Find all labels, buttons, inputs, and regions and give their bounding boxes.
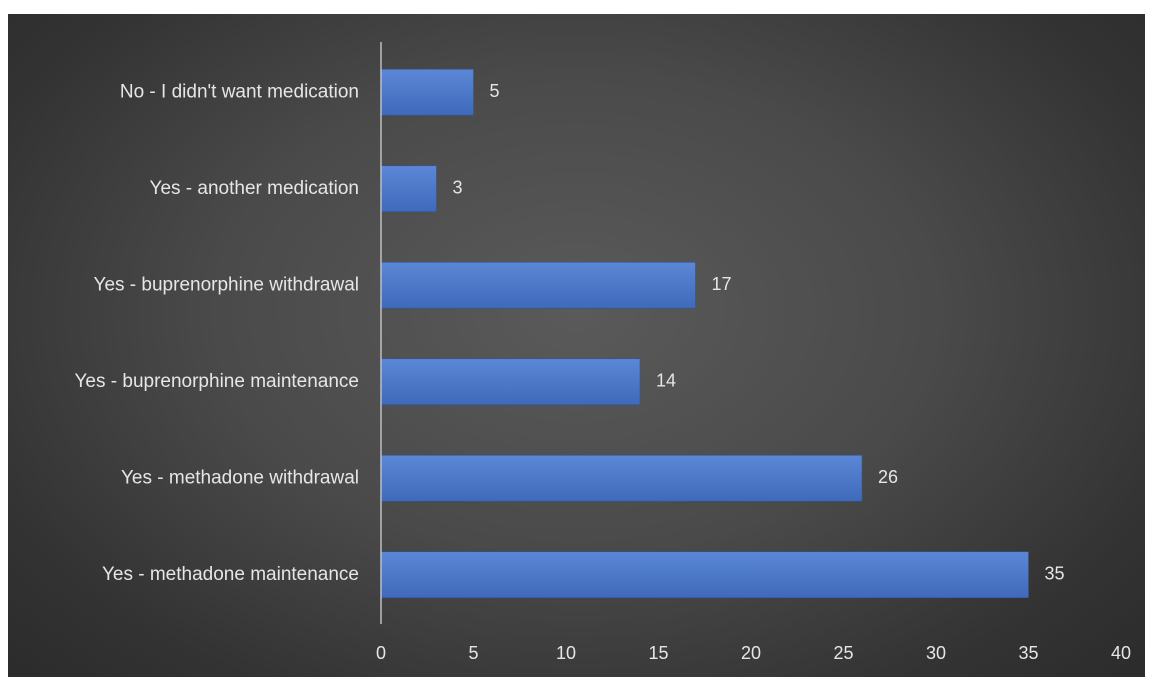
- data-label: 3: [453, 178, 463, 198]
- bars-group: [380, 68, 1029, 599]
- x-tick-label: 20: [741, 643, 761, 663]
- x-tick-label: 35: [1018, 643, 1038, 663]
- x-axis-ticks-group: 0 5 10 15 20 25 30 35 40: [376, 643, 1131, 663]
- chart-area: No - I didn't want medication Yes - anoth…: [8, 14, 1145, 677]
- category-label: Yes - another medication: [150, 178, 359, 199]
- x-tick-label: 30: [926, 643, 946, 663]
- bar: [380, 551, 1029, 599]
- bar: [380, 261, 696, 309]
- category-label: Yes - methadone withdrawal: [121, 467, 359, 488]
- x-tick-label: 15: [648, 643, 668, 663]
- bar: [380, 454, 863, 502]
- x-tick-label: 10: [556, 643, 576, 663]
- bar: [380, 165, 437, 213]
- bar: [380, 68, 474, 116]
- category-label: Yes - buprenorphine maintenance: [75, 371, 360, 392]
- category-label: No - I didn't want medication: [120, 81, 359, 102]
- x-tick-label: 40: [1111, 643, 1131, 663]
- x-tick-label: 5: [468, 643, 478, 663]
- x-tick-label: 25: [833, 643, 853, 663]
- category-label: Yes - methadone maintenance: [102, 564, 359, 585]
- bar-chart: No - I didn't want medication Yes - anoth…: [75, 42, 1131, 663]
- data-label: 35: [1045, 564, 1065, 584]
- bar: [380, 358, 641, 406]
- data-label: 14: [656, 371, 676, 391]
- x-tick-label: 0: [376, 643, 386, 663]
- data-label: 26: [878, 467, 898, 487]
- category-labels-group: No - I didn't want medication Yes - anoth…: [75, 81, 360, 585]
- data-label: 17: [712, 274, 732, 294]
- data-labels-group: 5 3 17 14 26 35: [453, 81, 1065, 584]
- data-label: 5: [490, 81, 500, 101]
- category-label: Yes - buprenorphine withdrawal: [94, 274, 359, 295]
